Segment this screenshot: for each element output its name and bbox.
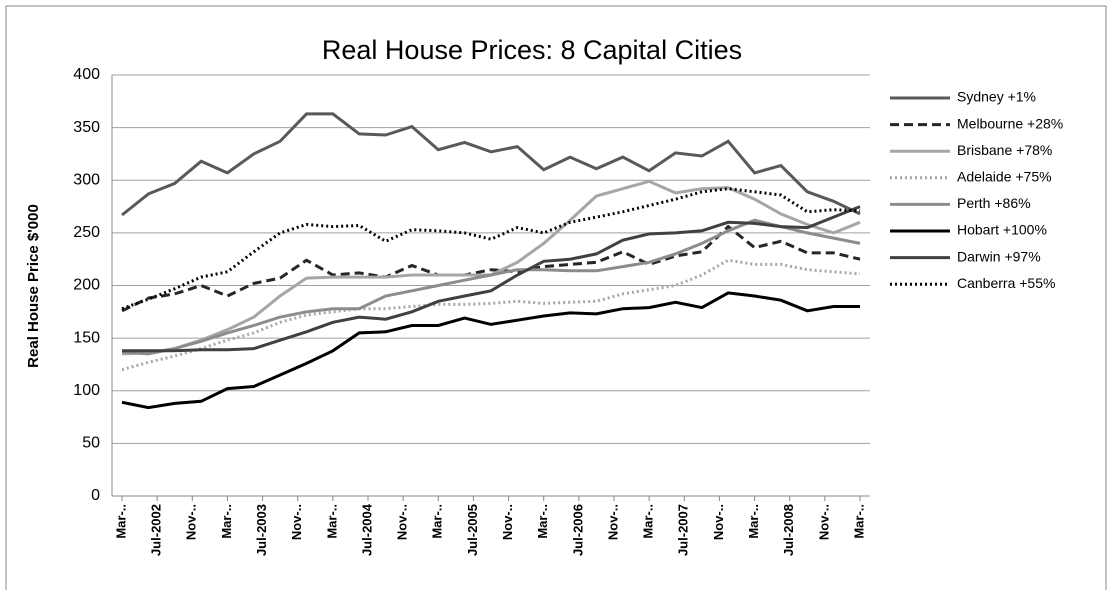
series-line <box>121 258 861 372</box>
x-tick-label: Jul-2002 <box>149 504 164 556</box>
x-tick-label: Mar-.. <box>641 504 656 539</box>
series-line <box>121 179 861 356</box>
series-line <box>121 112 861 217</box>
x-tick-label: Nov-.. <box>711 504 726 540</box>
legend-label: Perth +86% <box>957 195 1031 211</box>
series-line <box>121 291 860 410</box>
legend-label: Melbourne +28% <box>957 115 1063 131</box>
chart-border <box>5 5 1107 590</box>
x-tick-label: Jul-2008 <box>781 504 796 556</box>
legend-label: Sydney +1% <box>957 89 1036 105</box>
series-line <box>121 218 861 356</box>
y-tick-label: 0 <box>91 487 100 504</box>
y-tick-label: 200 <box>73 277 100 294</box>
x-tick-label: Jul-2004 <box>359 503 374 556</box>
x-tick-label: Nov-.. <box>395 504 410 540</box>
x-tick-label: Jul-2003 <box>254 504 269 556</box>
y-tick-label: 250 <box>73 224 100 241</box>
legend-label: Hobart +100% <box>957 222 1047 238</box>
y-tick-label: 150 <box>73 329 100 346</box>
legend-label: Canberra +55% <box>957 275 1055 291</box>
chart-title: Real House Prices: 8 Capital Cities <box>322 35 742 65</box>
x-tick-label: Nov-.. <box>816 504 831 540</box>
y-tick-label: 300 <box>73 171 100 188</box>
x-tick-label: Mar-.. <box>430 504 445 539</box>
x-tick-label: Nov-.. <box>184 504 199 540</box>
y-tick-label: 350 <box>73 119 100 136</box>
x-tick-label: Mar-.. <box>746 504 761 539</box>
x-tick-label: Mar-.. <box>535 504 550 539</box>
y-tick-label: 100 <box>73 382 100 399</box>
x-tick-label: Nov-.. <box>500 504 515 540</box>
y-tick-label: 400 <box>73 66 100 83</box>
series-line <box>121 224 861 313</box>
x-tick-label: Mar-.. <box>851 504 866 539</box>
x-tick-label: Jul-2007 <box>676 504 691 556</box>
series-line <box>122 205 861 353</box>
x-tick-label: Jul-2005 <box>465 504 480 556</box>
legend-label: Darwin +97% <box>957 248 1041 264</box>
x-tick-label: Mar-.. <box>219 504 234 539</box>
legend-label: Adelaide +75% <box>957 169 1052 185</box>
x-tick-label: Nov-.. <box>605 504 620 540</box>
x-tick-label: Mar-.. <box>113 504 128 539</box>
legend-label: Brisbane +78% <box>957 142 1052 158</box>
y-tick-label: 50 <box>82 435 100 452</box>
x-tick-label: Jul-2006 <box>570 504 585 556</box>
x-tick-label: Nov-.. <box>289 504 304 540</box>
x-tick-label: Mar-.. <box>324 504 339 539</box>
y-axis-title: Real House Price $'000 <box>25 204 42 368</box>
